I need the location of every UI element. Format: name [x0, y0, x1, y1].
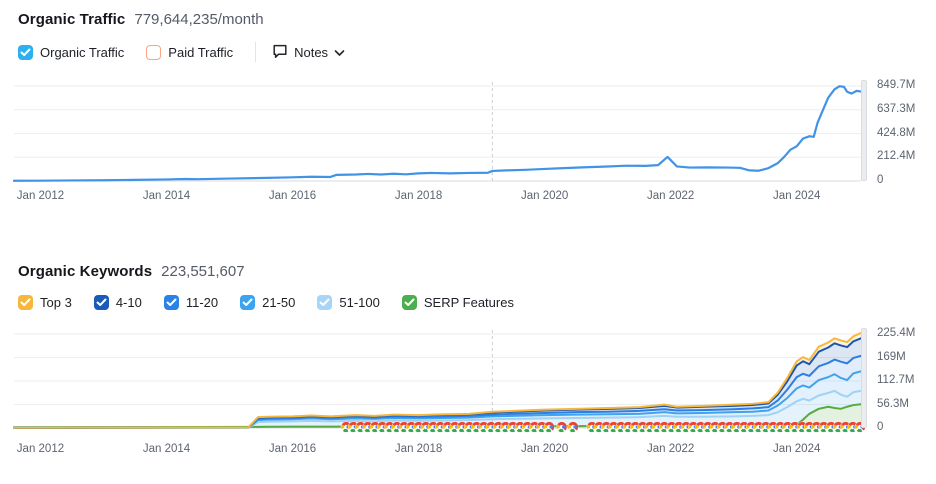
x-axis-label: Jan 2020 — [520, 190, 569, 202]
y-axis-label: 0 — [877, 421, 884, 433]
x-axis-label: Jan 2016 — [268, 190, 317, 202]
traffic-header: Organic Traffic 779,644,235/month — [0, 0, 936, 28]
chevron-down-icon — [334, 45, 345, 60]
traffic-chart-right-handle[interactable] — [861, 80, 867, 181]
checkbox-checked-icon[interactable] — [93, 295, 109, 310]
band-51-100 — [14, 390, 861, 428]
notes-control[interactable]: Notes — [272, 43, 345, 62]
legend-label: 4-10 — [115, 295, 142, 310]
checkbox-checked-icon[interactable] — [240, 295, 256, 310]
traffic-title: Organic Traffic — [18, 11, 126, 28]
x-axis-label: Jan 2016 — [268, 443, 317, 455]
y-axis-label: 0 — [877, 174, 884, 186]
x-axis-label: Jan 2014 — [142, 190, 191, 202]
x-axis-label: Jan 2018 — [394, 190, 443, 202]
legend-divider — [255, 42, 257, 62]
x-axis-label: Jan 2022 — [647, 190, 695, 202]
legend-toggle-11-20[interactable]: 11-20 — [163, 295, 219, 310]
x-axis-label: Jan 2020 — [520, 443, 569, 455]
traffic-legend: Organic Traffic Paid Traffic — [18, 44, 255, 60]
keywords-chart-canvas — [13, 330, 866, 433]
traffic-chart[interactable]: 849.7M 637.3M 424.8M 212.4M 0 Jan 2012 Jan 201… — [0, 74, 936, 206]
checkbox-checked-icon[interactable] — [18, 295, 33, 310]
series-line-51-100 — [13, 389, 862, 429]
traffic-legend-row: Organic Traffic Paid Traffic Notes — [0, 42, 936, 62]
legend-toggle-organic-traffic[interactable]: Organic Traffic — [18, 44, 125, 60]
legend-toggle-paid-traffic[interactable]: Paid Traffic — [146, 44, 234, 60]
y-axis-label: 56.3M — [877, 397, 909, 410]
keywords-chart[interactable]: 225.4M 169M 112.7M 56.3M 0 Jan 2012 Jan 2014 Ja… — [0, 324, 936, 464]
legend-label: 51-100 — [339, 295, 380, 310]
checkbox-checked-icon[interactable] — [401, 295, 417, 310]
legend-label: Top 3 — [40, 295, 72, 310]
google-note-icon[interactable] — [556, 421, 568, 433]
y-axis-label: 424.8M — [877, 126, 916, 139]
keywords-title: Organic Keywords — [18, 263, 153, 280]
google-note-icon[interactable] — [340, 421, 352, 433]
keywords-header: Organic Keywords 223,551,607 — [0, 263, 936, 280]
y-axis-label: 637.3M — [877, 102, 916, 115]
y-axis-label: 112.7M — [877, 374, 915, 386]
series-line-21-50 — [13, 370, 862, 429]
checkbox-checked-icon[interactable] — [317, 295, 333, 310]
y-axis-label: 225.4M — [877, 327, 916, 339]
x-axis-label: Jan 2024 — [773, 443, 821, 455]
legend-label: Organic Traffic — [40, 44, 125, 60]
keywords-legend: Top 3 4-10 11-20 21-50 51-100 SERP Features — [18, 295, 536, 310]
series-line-11-20 — [13, 354, 862, 429]
google-note-icon[interactable] — [567, 421, 579, 433]
x-axis-label: Jan 2012 — [16, 190, 65, 202]
keywords-legend-row: Top 3 4-10 11-20 21-50 51-100 SERP Features — [0, 295, 936, 310]
y-axis-label: 212.4M — [877, 150, 916, 163]
y-axis-label: 849.7M — [877, 79, 916, 91]
checkbox-checked-icon[interactable] — [163, 295, 179, 310]
x-axis-label: Jan 2024 — [773, 190, 821, 202]
series-line-top-3 — [13, 331, 862, 429]
legend-toggle-4-10[interactable]: 4-10 — [93, 295, 142, 310]
legend-label: 21-50 — [262, 295, 296, 310]
legend-label: SERP Features — [423, 295, 514, 310]
traffic-value: 779,644,235/month — [134, 11, 264, 28]
x-axis-label: Jan 2014 — [142, 443, 191, 455]
y-axis-label: 169M — [877, 350, 906, 363]
notes-bubble-icon — [272, 43, 288, 62]
series-line-organic-traffic — [12, 85, 863, 182]
x-axis-label: Jan 2018 — [394, 443, 443, 455]
keywords-value: 223,551,607 — [161, 263, 245, 280]
x-axis-label: Jan 2022 — [647, 443, 695, 455]
keywords-chart-right-handle[interactable] — [861, 328, 867, 428]
notes-label: Notes — [294, 44, 329, 60]
legend-label: Paid Traffic — [168, 44, 234, 60]
checkbox-checked-icon[interactable] — [18, 44, 33, 60]
legend-toggle-serp-features[interactable]: SERP Features — [401, 295, 514, 310]
google-note-icon[interactable] — [543, 421, 555, 433]
x-axis-label: Jan 2012 — [16, 443, 65, 455]
legend-toggle-51-100[interactable]: 51-100 — [317, 295, 380, 310]
legend-toggle-21-50[interactable]: 21-50 — [240, 295, 295, 310]
traffic-chart-canvas — [12, 82, 863, 182]
checkbox-unchecked-icon[interactable] — [146, 44, 162, 60]
legend-label: 11-20 — [185, 295, 219, 310]
legend-toggle-top-3[interactable]: Top 3 — [18, 295, 72, 310]
